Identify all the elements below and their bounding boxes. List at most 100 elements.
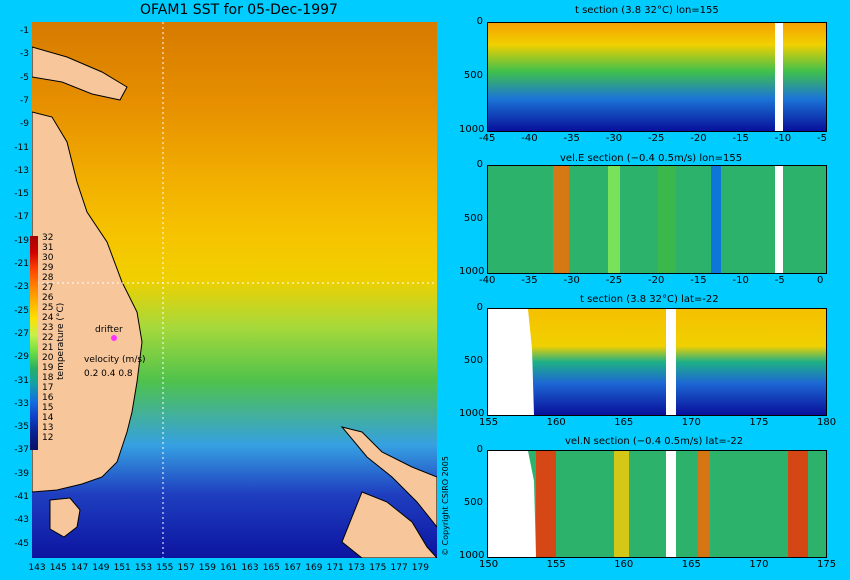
panel4-y-tick-0: 0 <box>476 444 483 455</box>
panel4-chart <box>488 451 826 557</box>
lat-tick-21: -43 <box>14 515 29 526</box>
colorbar-tick-5: 27 <box>42 283 54 293</box>
colorbar-tick-11: 21 <box>42 343 54 353</box>
tasmania-land <box>49 497 81 538</box>
colorbar-tick-8: 24 <box>42 313 54 323</box>
colorbar-tick-4: 28 <box>42 273 54 283</box>
panel1-y-tick-1: 500 <box>463 70 483 81</box>
lat-tick-2: -5 <box>20 72 29 83</box>
lon-tick-8: 159 <box>198 563 216 573</box>
lon-tick-3: 149 <box>92 563 110 573</box>
velocity-n-section-panel[interactable] <box>487 450 827 558</box>
panel1-y-tick-0: 0 <box>476 16 483 27</box>
panel1-x-tick-0: -45 <box>479 133 496 144</box>
lon-tick-5: 153 <box>134 563 153 573</box>
panel1-x-tick-1: -40 <box>521 133 538 144</box>
lon-tick-1: 145 <box>49 563 67 573</box>
colorbar-tick-9: 23 <box>42 323 54 333</box>
velocity-label: velocity (m/s) <box>84 355 146 365</box>
colorbar-tick-12: 20 <box>42 353 54 363</box>
lat-tick-13: -27 <box>14 328 29 339</box>
lon-tick-7: 157 <box>177 563 195 573</box>
lon-tick-10: 163 <box>241 563 259 573</box>
lat-tick-0: -1 <box>20 26 29 36</box>
lat-tick-8: -17 <box>14 212 29 223</box>
panel4-x-tick-3: 165 <box>681 559 701 570</box>
panel2-x-tick-6: -10 <box>732 275 749 286</box>
lat-tick-14: -29 <box>14 352 29 363</box>
colorbar-tick-7: 25 <box>42 303 54 313</box>
velocity-values: 0.2 0.4 0.8 <box>84 369 133 379</box>
colorbar-tick-15: 17 <box>42 383 54 393</box>
map-title: OFAM1 SST for 05-Dec-1997 <box>140 2 338 18</box>
panel2-x-tick-4: -20 <box>648 275 665 286</box>
panel4-x-tick-1: 155 <box>546 559 566 570</box>
panel3-y-tick-2: 1000 <box>459 408 485 419</box>
lat-tick-17: -35 <box>14 422 29 433</box>
panel1-x-tick-3: -30 <box>605 133 623 144</box>
panel2-chart <box>488 166 826 273</box>
lon-tick-13: 169 <box>305 563 323 573</box>
panel2-y-tick-1: 500 <box>463 212 483 224</box>
panel1-title: t section (3.8 32°C) lon=155 <box>575 5 719 16</box>
sst-map[interactable] <box>32 22 437 558</box>
lon-tick-18: 179 <box>411 563 429 573</box>
colorbar-label: temperature (°C) <box>56 302 66 380</box>
lon-tick-11: 165 <box>262 563 280 573</box>
lat-tick-16: -33 <box>14 398 29 409</box>
colorbar-tick-14: 18 <box>42 373 54 383</box>
colorbar-tick-20: 12 <box>42 433 54 443</box>
panel2-y-tick-0: 0 <box>476 159 483 170</box>
lon-tick-17: 177 <box>390 563 408 573</box>
panel4-x-tick-5: 175 <box>817 559 837 570</box>
panel4-x-tick-2: 160 <box>614 559 634 570</box>
temperature-section-panel-1[interactable] <box>487 22 827 132</box>
lat-tick-22: -45 <box>14 538 29 549</box>
panel2-x-tick-1: -35 <box>521 275 538 286</box>
panel3-x-tick-0: 155 <box>479 417 499 428</box>
panel4-y-tick-1: 500 <box>463 497 483 508</box>
velocity-e-section-panel[interactable] <box>487 165 827 274</box>
colorbar-tick-18: 14 <box>42 413 54 423</box>
drifter-marker <box>111 335 117 341</box>
panel2-x-tick-0: -40 <box>479 275 496 286</box>
colorbar-tick-3: 29 <box>42 263 54 273</box>
panel1-y-tick-2: 1000 <box>459 124 485 135</box>
lon-tick-2: 147 <box>71 563 89 573</box>
lat-tick-4: -9 <box>20 119 29 130</box>
lat-tick-11: -23 <box>14 282 29 293</box>
panel2-x-tick-2: -30 <box>563 275 580 286</box>
panel3-x-tick-5: 180 <box>817 417 837 428</box>
panel4-x-tick-0: 150 <box>479 559 499 570</box>
sst-map-graphic <box>32 22 437 558</box>
panel3-y-tick-0: 0 <box>476 302 483 313</box>
new-zealand-south <box>341 491 437 558</box>
panel3-x-tick-4: 175 <box>749 417 769 428</box>
colorbar-tick-16: 16 <box>42 393 54 403</box>
colorbar-tick-0: 32 <box>42 233 54 243</box>
lon-tick-14: 171 <box>326 563 344 573</box>
lon-tick-15: 173 <box>347 563 366 573</box>
colorbar-ticks: 32 31 30 29 28 27 26 25 24 23 22 21 20 19 18 17 16 15 14 13… <box>42 233 53 443</box>
panel1-x-tick-7: -10 <box>774 133 792 144</box>
temperature-section-panel-2[interactable] <box>487 308 827 416</box>
lat-tick-6: -13 <box>14 165 29 176</box>
colorbar-tick-6: 26 <box>42 293 54 303</box>
panel1-x-tick-8: -5 <box>817 133 827 144</box>
colorbar-tick-17: 15 <box>42 403 54 413</box>
panel3-chart <box>488 309 826 415</box>
panel3-y-tick-1: 500 <box>463 355 483 366</box>
panel4-y-tick-2: 1000 <box>459 550 485 561</box>
panel2-x-tick-5: -15 <box>690 275 707 286</box>
colorbar-tick-19: 13 <box>42 423 54 433</box>
lon-tick-6: 155 <box>156 563 174 573</box>
panel1-x-tick-6: -15 <box>732 133 749 144</box>
colorbar-tick-1: 31 <box>42 243 54 253</box>
colorbar-tick-13: 19 <box>42 363 54 373</box>
lat-tick-20: -41 <box>14 492 29 502</box>
lon-tick-0: 143 <box>28 563 46 573</box>
lat-tick-9: -19 <box>14 235 29 246</box>
australia-land <box>32 111 143 493</box>
colorbar-tick-10: 22 <box>42 333 54 343</box>
lat-tick-7: -15 <box>14 189 29 200</box>
